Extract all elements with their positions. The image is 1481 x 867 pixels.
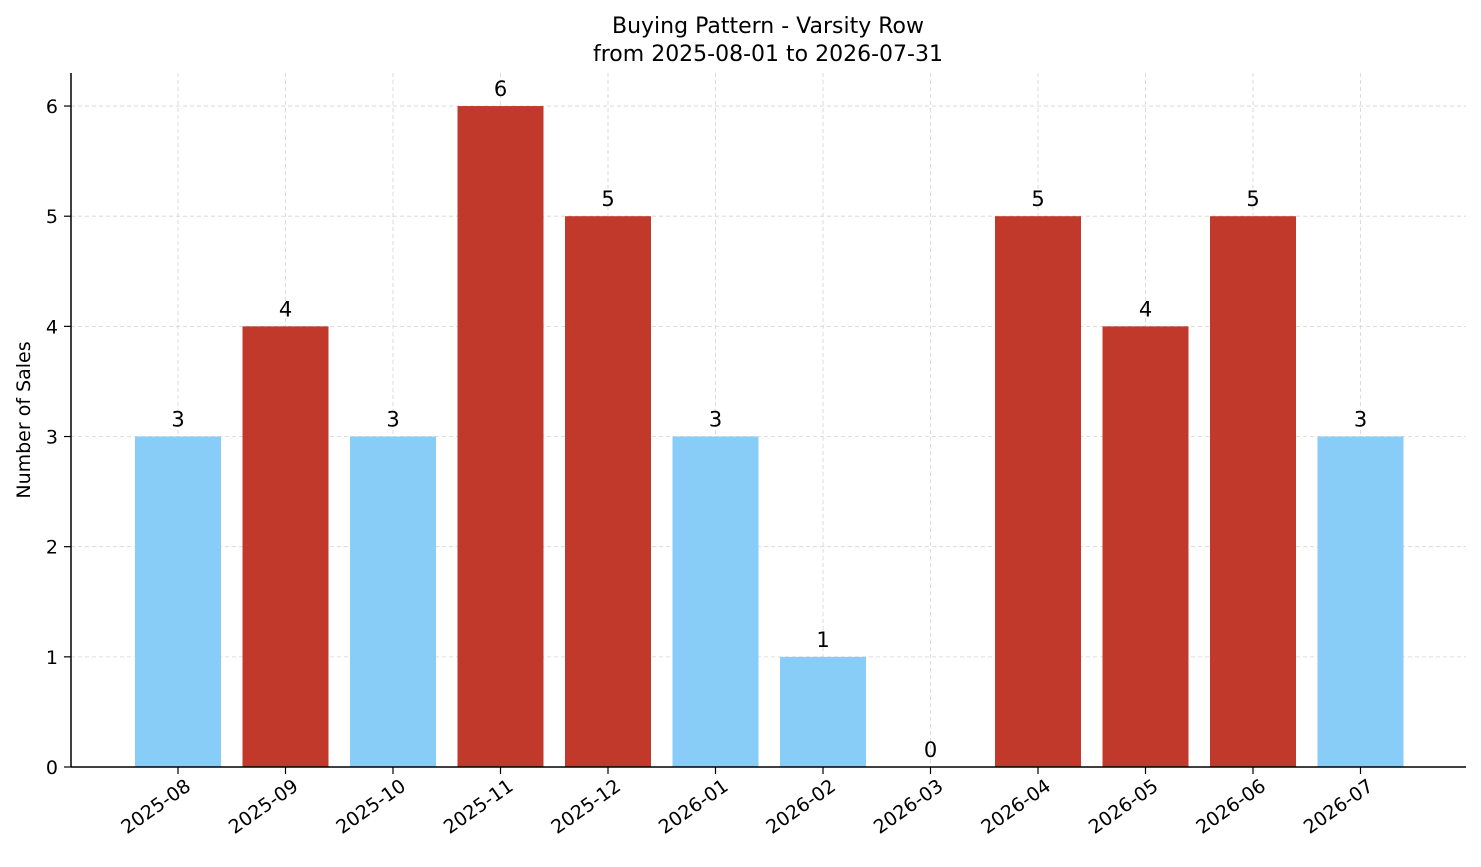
x-tick-label: 2026-02 <box>762 775 840 839</box>
bar-value-label: 4 <box>1139 297 1152 321</box>
chart-subtitle: from 2025-08-01 to 2026-07-31 <box>593 42 943 67</box>
bar <box>135 436 221 767</box>
bar-value-label: 3 <box>1354 408 1367 432</box>
bar <box>672 436 759 767</box>
x-tick-label: 2025-10 <box>332 775 410 839</box>
x-tick-label: 2026-03 <box>870 775 948 839</box>
x-tick-label: 2026-05 <box>1085 775 1163 839</box>
x-tick-label: 2026-01 <box>655 775 733 839</box>
x-tick-label: 2025-12 <box>547 775 625 839</box>
bar-value-label: 6 <box>494 77 507 101</box>
bar-value-label: 5 <box>601 187 614 211</box>
x-tick-label: 2025-11 <box>440 775 518 839</box>
bar-value-label: 3 <box>709 408 722 432</box>
bar <box>457 106 544 768</box>
y-tick-label: 2 <box>46 537 58 559</box>
chart-title: Buying Pattern - Varsity Row <box>612 14 924 39</box>
bar <box>780 656 866 767</box>
bar-value-label: 5 <box>1031 187 1044 211</box>
bar-value-label: 3 <box>386 408 399 432</box>
bar-value-label: 0 <box>924 738 937 762</box>
bar <box>995 216 1081 767</box>
y-tick-label: 1 <box>46 647 58 669</box>
bar-value-label: 4 <box>279 297 292 321</box>
y-tick-label: 3 <box>46 427 58 449</box>
bar <box>565 216 651 767</box>
x-tick-label: 2026-04 <box>977 775 1055 839</box>
bar-value-label: 5 <box>1246 187 1259 211</box>
y-tick-label: 6 <box>46 96 58 118</box>
bar-value-label: 1 <box>816 628 829 652</box>
bars <box>135 106 1404 768</box>
x-tick-label: 2025-09 <box>225 775 303 839</box>
x-tick-label: 2026-07 <box>1300 775 1378 839</box>
x-tick-label: 2025-08 <box>117 775 195 839</box>
x-tick-label: 2026-06 <box>1192 775 1270 839</box>
bar-value-label: 3 <box>171 408 184 432</box>
bar <box>350 436 436 767</box>
y-tick-label: 5 <box>46 206 58 228</box>
bar <box>1102 326 1189 767</box>
y-axis-label: Number of Sales <box>13 341 35 498</box>
bar <box>242 326 329 767</box>
bar <box>1210 216 1296 767</box>
y-tick-label: 4 <box>46 316 58 338</box>
bar <box>1317 436 1404 767</box>
data-labels: 3 4 3 6 5 3 1 0 5 4 5 3 <box>171 77 1367 762</box>
y-tick-label: 0 <box>46 757 58 779</box>
